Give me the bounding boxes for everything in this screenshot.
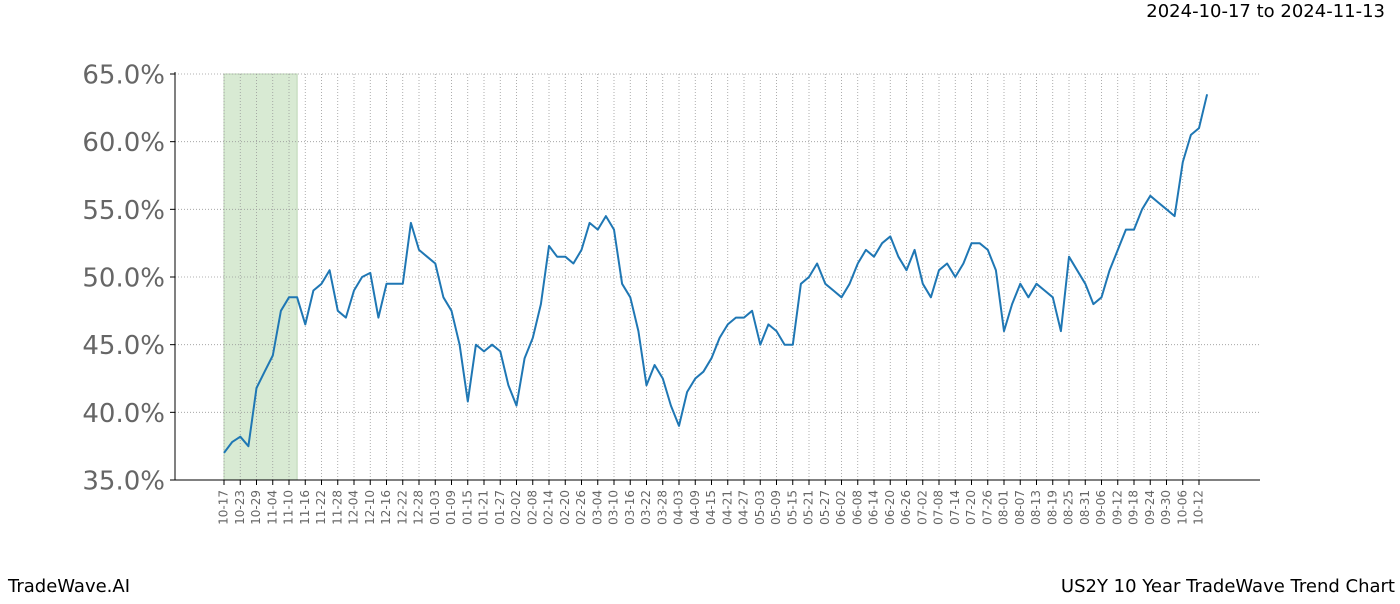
x-tick-label: 03-04 [590,490,604,525]
x-tick-label: 12-10 [363,490,377,525]
x-tick-label: 07-02 [915,490,929,525]
x-tick-label: 03-28 [655,490,669,525]
x-tick-label: 03-16 [623,490,637,525]
x-tick-label: 06-02 [834,490,848,525]
x-tick-label: 09-30 [1159,490,1173,525]
x-tick-label: 10-06 [1175,490,1189,525]
x-tick-label: 01-27 [493,490,507,525]
x-tick-label: 12-16 [379,490,393,525]
x-tick-label: 11-28 [330,490,344,525]
x-tick-label: 05-21 [802,490,816,525]
y-tick-label: 45.0% [82,331,165,361]
x-tick-label: 12-28 [412,490,426,525]
x-tick-label: 09-18 [1127,490,1141,525]
x-tick-label: 07-26 [980,490,994,525]
x-tick-label: 11-10 [282,490,296,525]
y-tick-label: 40.0% [82,399,165,429]
x-tick-label: 06-26 [899,490,913,525]
x-tick-label: 02-14 [542,490,556,525]
x-tick-label: 01-21 [477,490,491,525]
x-tick-label: 05-15 [785,490,799,525]
x-tick-label: 07-14 [948,490,962,525]
x-tick-label: 06-08 [850,490,864,525]
x-tick-label: 12-04 [347,490,361,525]
x-tick-label: 07-20 [964,490,978,525]
y-tick-label: 35.0% [82,467,165,497]
x-tick-label: 04-27 [737,490,751,525]
line-series [223,94,1209,454]
y-tick-label: 60.0% [82,128,165,158]
x-tick-label: 01-09 [444,490,458,525]
x-tick-label: 02-20 [558,490,572,525]
x-tick-label: 08-19 [1045,490,1059,525]
chart-title: US2Y 10 Year TradeWave Trend Chart [1061,576,1395,597]
x-tick-label: 06-20 [883,490,897,525]
x-tick-label: 10-23 [233,490,247,525]
x-tick-label: 07-08 [932,490,946,525]
x-tick-label: 10-17 [217,490,231,525]
x-tick-label: 10-29 [249,490,263,525]
x-tick-label: 02-08 [525,490,539,525]
x-tick-label: 03-22 [639,490,653,525]
x-tick-label: 11-22 [314,490,328,525]
x-tick-label: 06-14 [867,490,881,525]
x-tick-label: 09-06 [1094,490,1108,525]
x-tick-label: 01-03 [428,490,442,525]
x-tick-label: 08-13 [1029,490,1043,525]
x-tick-label: 11-16 [298,490,312,525]
x-tick-label: 02-26 [574,490,588,525]
x-tick-label: 04-21 [720,490,734,525]
x-tick-label: 09-24 [1143,490,1157,525]
y-tick-label: 65.0% [82,61,165,91]
x-tick-label: 10-12 [1192,490,1206,525]
x-tick-label: 04-03 [672,490,686,525]
x-tick-label: 02-02 [509,490,523,525]
highlight-band [223,73,298,481]
x-tick-label: 01-15 [460,490,474,525]
x-tick-label: 08-01 [997,490,1011,525]
chart-subtitle: 2024-10-17 to 2024-11-13 [1146,1,1385,22]
x-tick-label: 04-09 [688,490,702,525]
x-tick-label: 09-12 [1110,490,1124,525]
x-tick-label: 08-25 [1062,490,1076,525]
x-tick-label: 05-27 [818,490,832,525]
x-tick-label: 04-15 [704,490,718,525]
x-tick-label: 03-10 [607,490,621,525]
x-tick-label: 11-04 [265,490,279,525]
x-tick-label: 05-09 [769,490,783,525]
y-tick-label: 50.0% [82,264,165,294]
x-tick-label: 08-07 [1013,490,1027,525]
x-tick-label: 08-31 [1078,490,1092,525]
x-tick-label: 05-03 [753,490,767,525]
brand: TradeWave.AI [7,576,130,597]
y-tick-label: 55.0% [82,196,165,226]
x-tick-label: 12-22 [395,490,409,525]
